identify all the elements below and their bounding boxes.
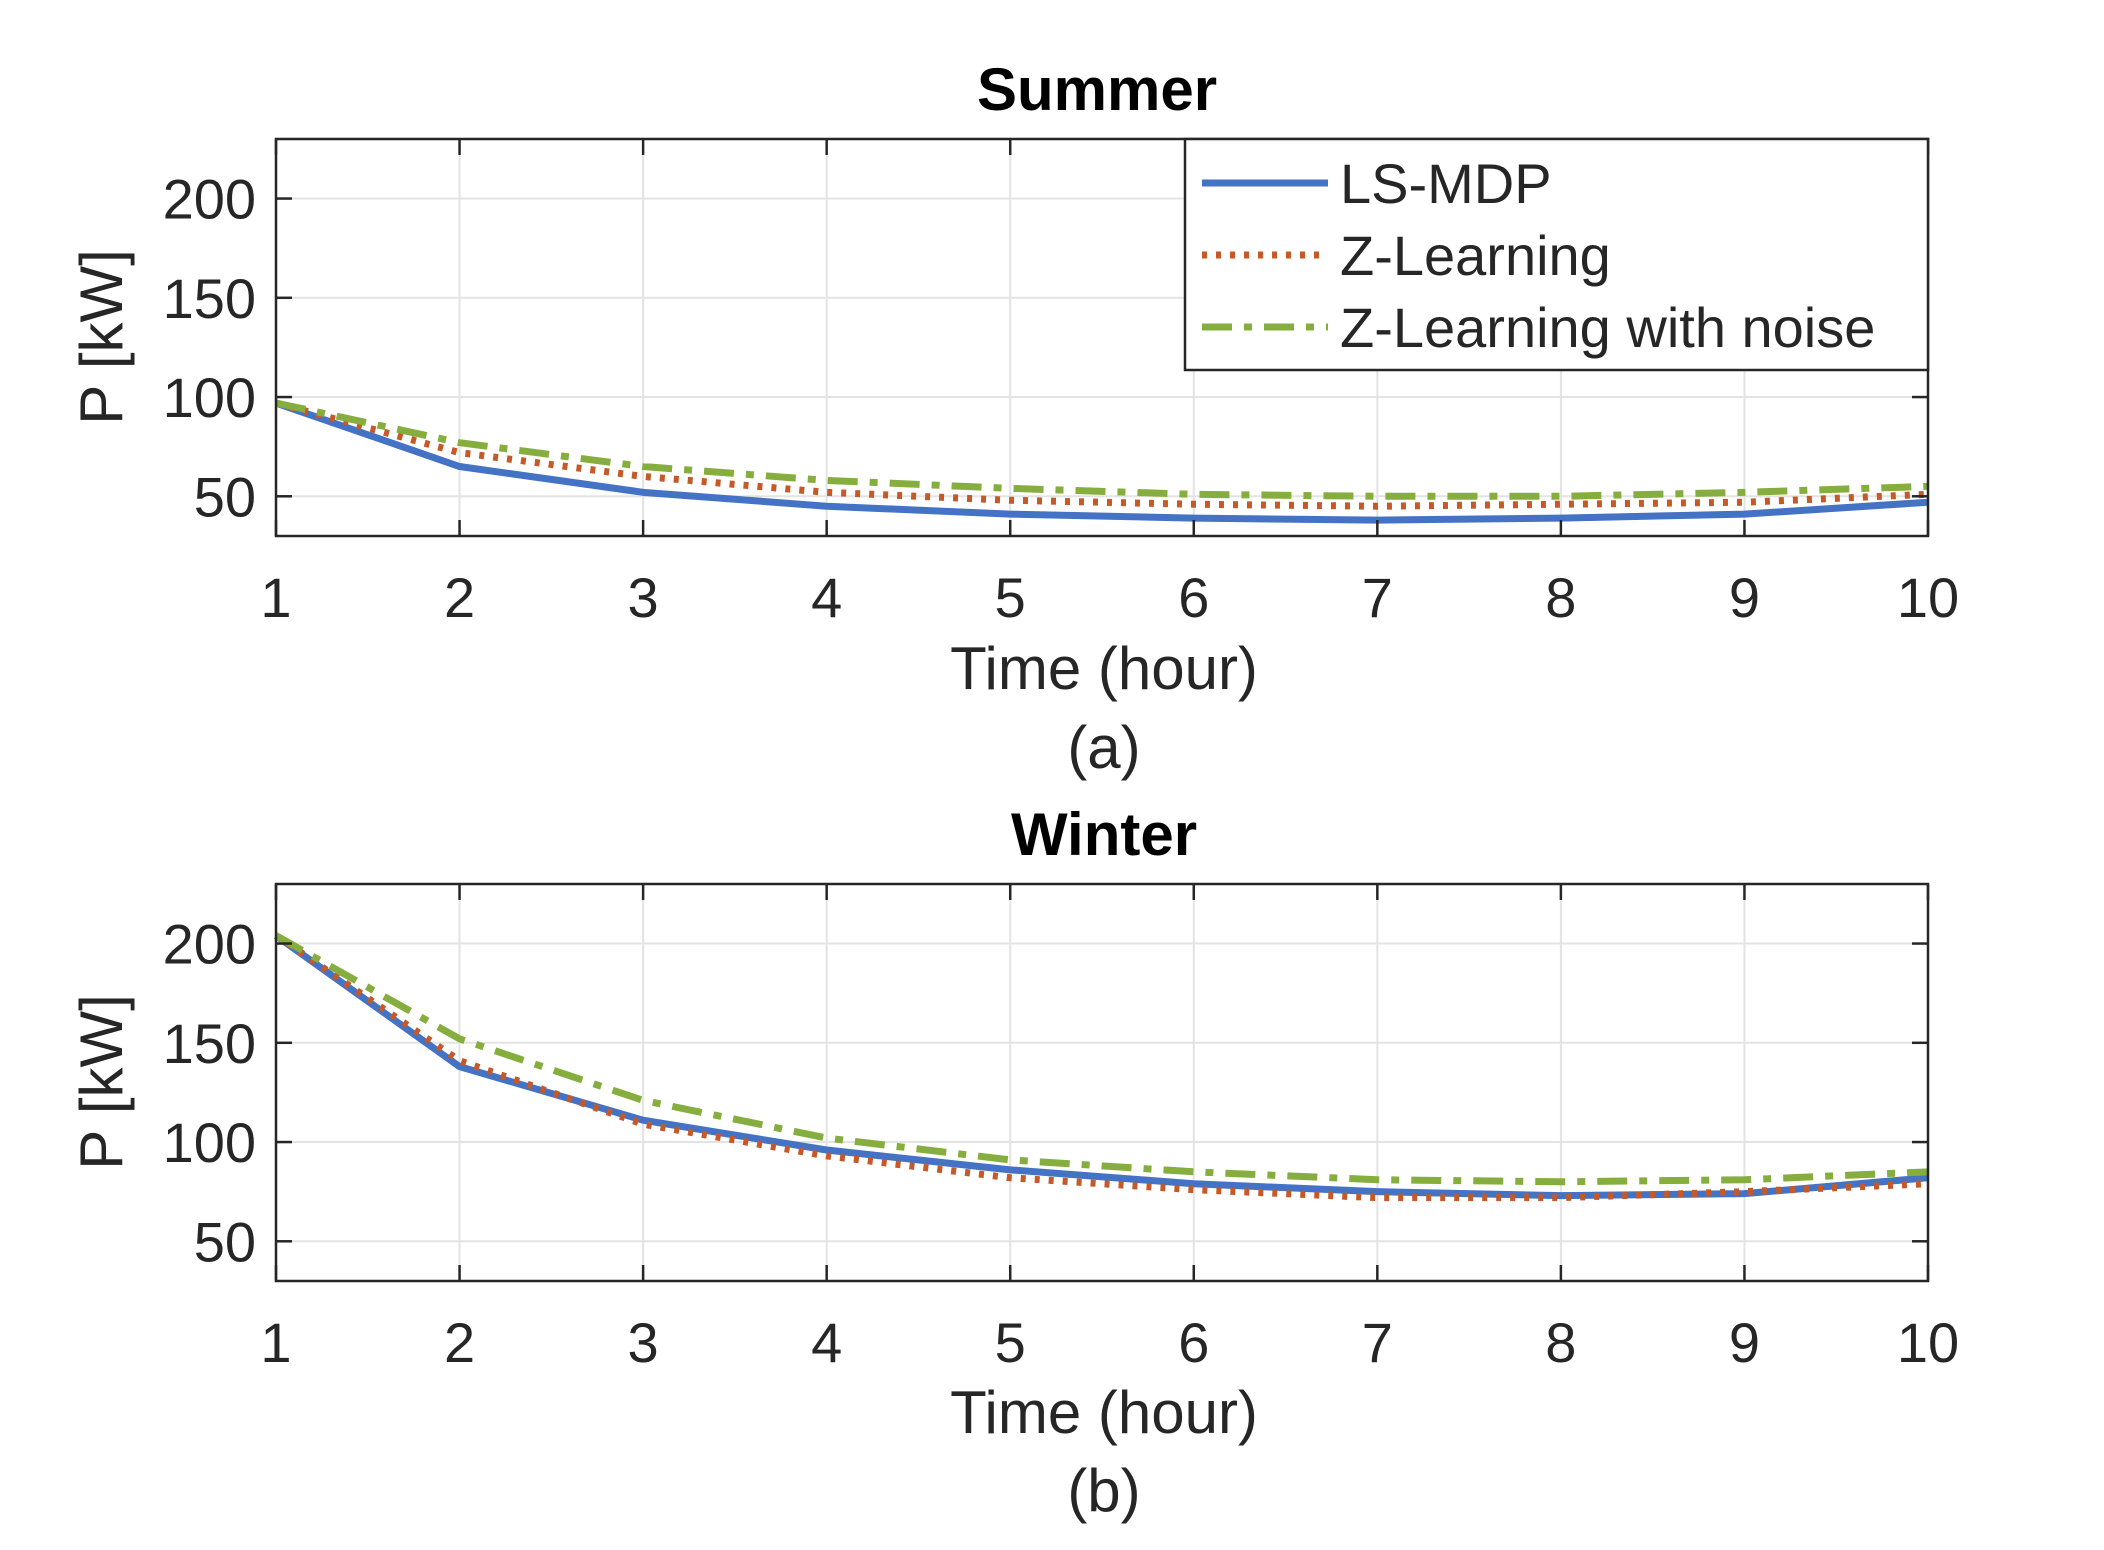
x-tick-label: 7 (1362, 566, 1393, 629)
winter-x-axis-label: Time (hour) (950, 1379, 1258, 1446)
x-tick-label: 10 (1897, 566, 1959, 629)
y-tick-label: 200 (163, 913, 256, 976)
summer-legend: LS-MDP Z-Learning Z-Learning with noise (1183, 137, 1930, 372)
legend-label-z-learning-with-noise: Z-Learning with noise (1340, 296, 1875, 359)
x-tick-label: 2 (444, 566, 475, 629)
x-tick-label: 4 (811, 566, 842, 629)
x-tick-label: 7 (1362, 1311, 1393, 1374)
winter-y-axis-label: P [kW] (68, 994, 135, 1170)
y-tick-label: 50 (194, 465, 256, 528)
x-tick-label: 6 (1178, 566, 1209, 629)
y-tick-label: 100 (163, 1111, 256, 1174)
y-tick-label: 150 (163, 267, 256, 330)
y-tick-label: 150 (163, 1012, 256, 1075)
y-tick-label: 100 (163, 366, 256, 429)
x-tick-label: 8 (1545, 566, 1576, 629)
series-line-ls-mdp (274, 399, 1929, 524)
winter-chart-title: Winter (1011, 801, 1197, 868)
series-line-z-learning-with-noise (274, 932, 1929, 1186)
x-tick-label: 3 (628, 1311, 659, 1374)
legend-item-z-learning: Z-Learning (1202, 224, 1611, 287)
x-tick-label: 4 (811, 1311, 842, 1374)
legend-label-ls-mdp: LS-MDP (1340, 152, 1552, 215)
x-tick-label: 1 (260, 566, 291, 629)
x-tick-label: 3 (628, 566, 659, 629)
summer-chart: Summer 1 2 3 4 5 6 7 8 9 10 50 100 150 200 P [kW] Tim… (68, 56, 1959, 781)
legend-label-z-learning: Z-Learning (1340, 224, 1611, 287)
legend-box (1183, 137, 1930, 372)
winter-caption: (b) (1067, 1457, 1140, 1524)
winter-ticks: 1 2 3 4 5 6 7 8 9 10 50 100 150 200 (163, 884, 1959, 1374)
summer-chart-title: Summer (977, 56, 1217, 123)
x-tick-label: 10 (1897, 1311, 1959, 1374)
winter-chart: Winter 1 2 3 4 5 6 7 8 9 10 50 100 150 200 P [kW] Tim… (68, 801, 1959, 1524)
summer-series (274, 399, 1929, 524)
x-tick-label: 8 (1545, 1311, 1576, 1374)
x-tick-label: 9 (1729, 1311, 1760, 1374)
y-tick-label: 50 (194, 1210, 256, 1273)
winter-series (273, 932, 1929, 1202)
summer-y-axis-label: P [kW] (68, 249, 135, 425)
legend-item-z-learning-with-noise: Z-Learning with noise (1202, 296, 1875, 359)
legend-item-ls-mdp: LS-MDP (1202, 152, 1552, 215)
winter-plot-area (276, 884, 1928, 1281)
x-tick-label: 5 (995, 566, 1026, 629)
x-tick-label: 2 (444, 1311, 475, 1374)
x-tick-label: 1 (260, 1311, 291, 1374)
y-tick-label: 200 (163, 168, 256, 231)
x-tick-label: 5 (995, 1311, 1026, 1374)
series-line-z-learning (274, 932, 1929, 1202)
x-tick-label: 6 (1178, 1311, 1209, 1374)
series-line-z-learning-with-noise (275, 399, 1929, 500)
summer-caption: (a) (1067, 714, 1140, 781)
summer-ticks: 1 2 3 4 5 6 7 8 9 10 50 100 150 200 (163, 139, 1959, 629)
series-line-z-learning (275, 399, 1929, 510)
summer-x-axis-label: Time (hour) (950, 635, 1258, 702)
x-tick-label: 9 (1729, 566, 1760, 629)
winter-axes-box (274, 882, 1930, 1283)
